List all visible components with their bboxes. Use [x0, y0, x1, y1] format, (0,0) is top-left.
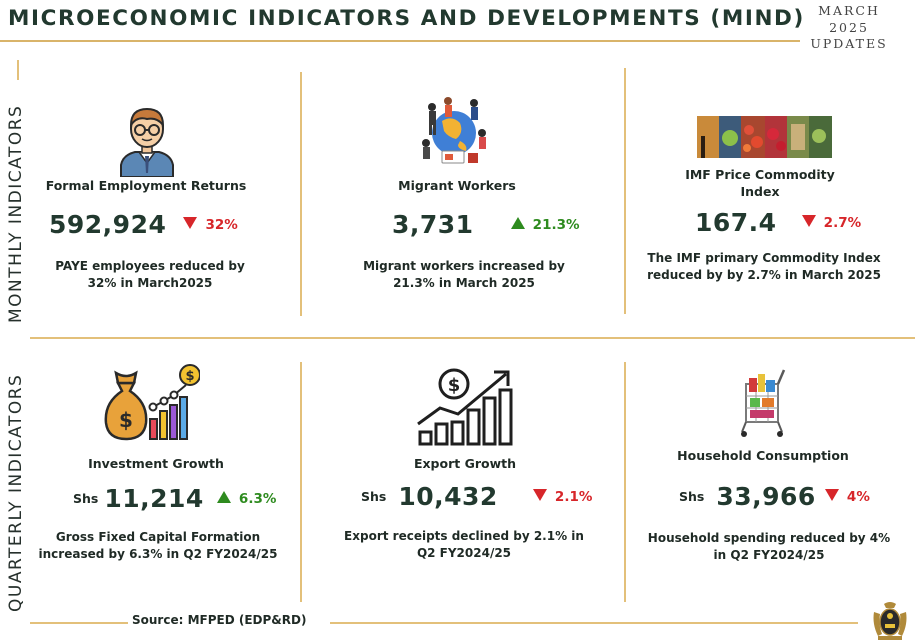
migrant-description: Migrant workers increased by 21.3% in Ma… — [363, 259, 565, 290]
employment-change: 32% — [183, 217, 238, 233]
date-badge: MARCH 2025 UPDATES — [803, 3, 895, 53]
down-arrow-icon — [532, 489, 547, 501]
money-bag-chart-icon: $ $ — [104, 364, 200, 441]
monthly-label-rule — [17, 60, 19, 80]
migrant-change: 21.3% — [510, 217, 580, 233]
household-currency: Shs — [679, 489, 705, 504]
household-title: Household Consumption — [677, 448, 849, 463]
imf-metric: 167.4 2.7% — [695, 208, 861, 237]
employee-icon — [120, 107, 174, 177]
investment-metric: Shs 11,214 6.3% — [73, 484, 276, 513]
down-arrow-icon — [824, 489, 839, 501]
export-change: 2.1% — [532, 489, 592, 505]
column-divider — [300, 72, 302, 316]
export-value: 10,432 — [398, 482, 498, 511]
imf-value: 167.4 — [695, 208, 777, 237]
uganda-coat-of-arms-icon — [873, 602, 907, 640]
shopping-cart-icon — [741, 369, 786, 437]
household-description: Household spending reduced by 4% in Q2 F… — [647, 531, 891, 562]
date-month: MARCH — [818, 3, 880, 18]
section-divider — [30, 337, 915, 339]
source-note: Source: MFPED (EDP&RD) — [132, 613, 307, 627]
up-arrow-icon — [510, 217, 525, 229]
header-divider — [0, 40, 800, 42]
quarterly-section-label: QUARTERLY INDICATORS — [6, 373, 26, 612]
date-updates: UPDATES — [810, 36, 888, 51]
investment-description: Gross Fixed Capital Formation increased … — [38, 530, 278, 561]
investment-change: 6.3% — [216, 491, 276, 507]
svg-text:$: $ — [119, 408, 133, 432]
migrant-workers-icon — [412, 93, 492, 169]
column-divider — [624, 362, 626, 602]
investment-title: Investment Growth — [88, 456, 224, 471]
page-title: MICROECONOMIC INDICATORS AND DEVELOPMENT… — [8, 6, 805, 31]
monthly-section-label: MONTHLY INDICATORS — [6, 104, 26, 323]
imf-title-line1: IMF Price Commodity — [685, 167, 835, 182]
household-change: 4% — [824, 489, 870, 505]
down-arrow-icon — [801, 215, 816, 227]
investment-currency: Shs — [73, 491, 99, 506]
imf-description: The IMF primary Commodity Index reduced … — [647, 251, 881, 282]
investment-value: 11,214 — [104, 484, 204, 513]
employment-metric: 592,924 32% — [49, 210, 238, 239]
employment-description: PAYE employees reduced by 32% in March20… — [55, 259, 245, 290]
down-arrow-icon — [183, 217, 198, 229]
column-divider — [624, 68, 626, 314]
growth-chart-icon: $ — [417, 368, 513, 446]
export-currency: Shs — [361, 489, 387, 504]
export-description: Export receipts declined by 2.1% in Q2 F… — [344, 529, 584, 560]
svg-text:$: $ — [185, 369, 194, 384]
export-title: Export Growth — [413, 456, 517, 471]
export-metric: Shs 10,432 2.1% — [361, 482, 592, 511]
commodities-photo-icon — [697, 116, 832, 158]
svg-text:$: $ — [448, 375, 461, 396]
date-year: 2025 — [829, 19, 869, 35]
migrant-metric: 3,731 21.3% — [392, 210, 580, 239]
household-value: 33,966 — [716, 482, 816, 511]
migrant-value: 3,731 — [392, 210, 474, 239]
employment-value: 592,924 — [49, 210, 167, 239]
footer-rule-left — [30, 622, 128, 624]
imf-change: 2.7% — [801, 215, 861, 231]
up-arrow-icon — [216, 491, 231, 503]
employment-title: Formal Employment Returns — [45, 178, 247, 193]
column-divider — [300, 362, 302, 602]
migrant-title: Migrant Workers — [398, 178, 516, 193]
household-metric: Shs 33,966 4% — [679, 482, 870, 511]
footer-rule-right — [330, 622, 858, 624]
imf-title-line2: Index — [740, 184, 780, 199]
